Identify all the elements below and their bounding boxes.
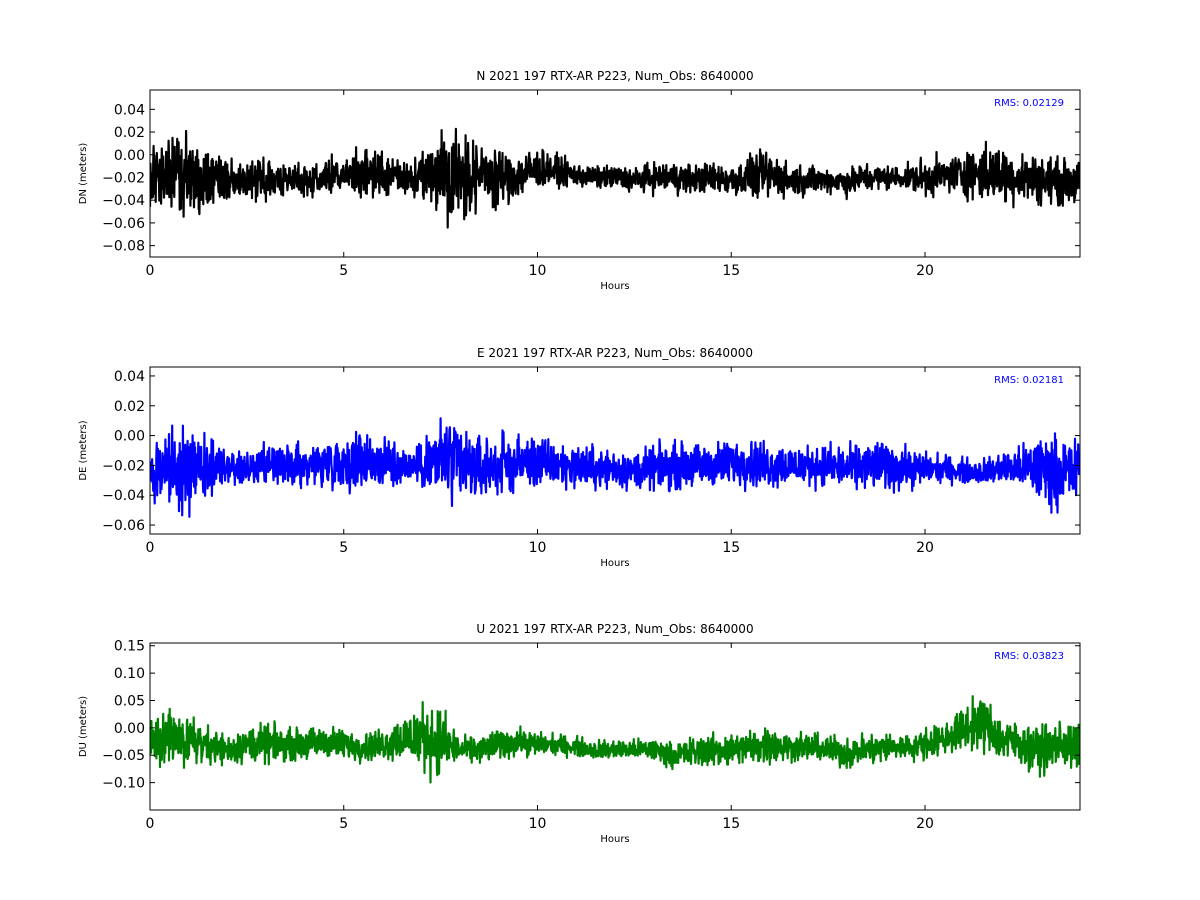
panel-east: 0 5 10 15 20 −0.06 −0.04 −0.02 0.00 0.02 0.04 E 202…	[78, 346, 1081, 569]
x-tick-label-north: 15	[722, 263, 740, 279]
y-tick-label-east: −0.02	[102, 458, 145, 474]
x-tick-label-north: 10	[529, 263, 547, 279]
y-tick-label-up: −0.10	[102, 776, 145, 792]
rms-annotation-up: RMS: 0.03823	[994, 651, 1064, 662]
y-tick-label-north: 0.00	[114, 148, 145, 164]
x-axis-label-up: Hours	[600, 834, 629, 845]
chart-title-north: N 2021 197 RTX-AR P223, Num_Obs: 8640000	[476, 69, 753, 83]
x-tick-label-up: 5	[339, 816, 348, 832]
y-tick-label-north: −0.04	[102, 193, 145, 209]
x-tick-label-up: 15	[722, 816, 740, 832]
x-tick-label-east: 10	[529, 540, 547, 556]
y-tick-label-up: 0.10	[114, 666, 145, 682]
x-tick-label-up: 20	[916, 816, 934, 832]
x-tick-label-north: 0	[146, 263, 155, 279]
y-axis-label-up: DU (meters)	[78, 696, 89, 757]
y-tick-label-east: 0.04	[114, 369, 145, 385]
y-tick-label-north: 0.02	[114, 125, 145, 141]
y-tick-label-east: −0.06	[102, 518, 145, 534]
y-tick-label-up: −0.05	[102, 748, 145, 764]
chart-title-east: E 2021 197 RTX-AR P223, Num_Obs: 8640000	[477, 346, 753, 360]
panel-up: 0 5 10 15 20 −0.10 −0.05 0.00 0.05 0.10 0.15 U 2021…	[78, 622, 1081, 845]
y-tick-label-east: −0.04	[102, 488, 145, 504]
y-tick-label-east: 0.00	[114, 429, 145, 445]
chart-title-up: U 2021 197 RTX-AR P223, Num_Obs: 8640000	[476, 622, 753, 636]
y-tick-label-north: −0.06	[102, 216, 145, 232]
plot-frame-north	[149, 89, 1081, 258]
series-line-up	[150, 695, 1080, 784]
x-tick-label-east: 20	[916, 540, 934, 556]
x-tick-label-east: 5	[339, 540, 348, 556]
x-tick-label-east: 0	[146, 540, 155, 556]
y-tick-label-up: 0.05	[114, 693, 145, 709]
y-axis-label-east: DE (meters)	[78, 420, 89, 480]
y-tick-label-north: −0.02	[102, 170, 145, 186]
rms-annotation-north: RMS: 0.02129	[994, 98, 1064, 109]
panel-north: 0 5 10 15 20 −0.08 −0.06 −0.04 −0.02 0.00 0.02 0.04…	[78, 69, 1081, 292]
plot-frame-up	[149, 642, 1081, 811]
y-tick-label-north: −0.08	[102, 239, 145, 255]
y-tick-label-up: 0.15	[114, 639, 145, 655]
x-axis-label-east: Hours	[600, 558, 629, 569]
y-tick-label-east: 0.02	[114, 399, 145, 415]
y-tick-label-up: 0.00	[114, 721, 145, 737]
x-axis-label-north: Hours	[600, 281, 629, 292]
x-tick-label-up: 10	[529, 816, 547, 832]
y-tick-label-north: 0.04	[114, 102, 145, 118]
x-tick-label-east: 15	[722, 540, 740, 556]
plot-frame-east	[149, 366, 1081, 535]
x-tick-label-north: 5	[339, 263, 348, 279]
y-axis-label-north: DN (meters)	[78, 143, 89, 205]
x-tick-label-up: 0	[146, 816, 155, 832]
series-line-north	[150, 127, 1080, 229]
rms-annotation-east: RMS: 0.02181	[994, 375, 1064, 386]
series-line-east	[150, 417, 1080, 518]
x-tick-label-north: 20	[916, 263, 934, 279]
